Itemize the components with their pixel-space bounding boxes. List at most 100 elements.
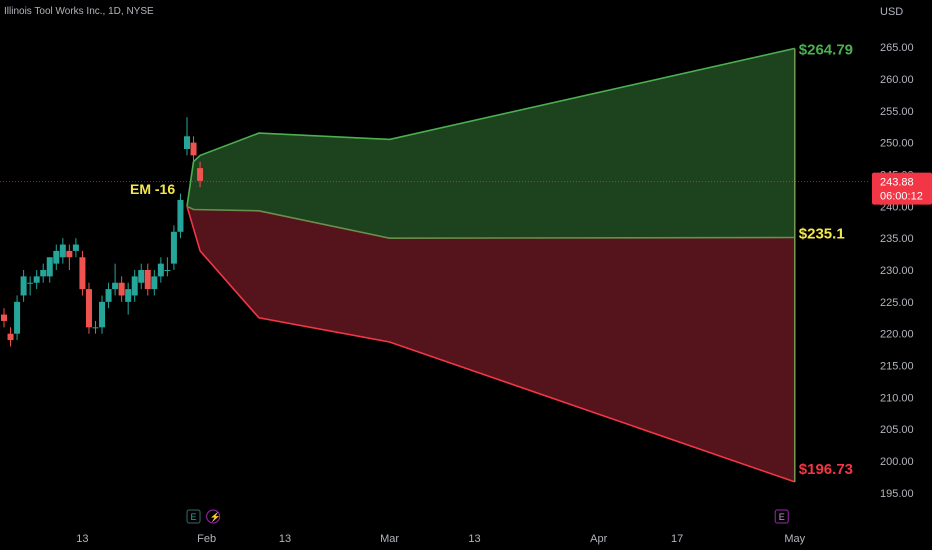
candle: [177, 193, 184, 239]
candle-body: [79, 257, 86, 290]
candle: [164, 257, 171, 277]
candle-body: [46, 257, 53, 277]
candle-body: [40, 270, 47, 277]
candle: [79, 250, 86, 296]
x-tick-label: 13: [468, 533, 480, 545]
y-tick-label: 210.00: [880, 392, 914, 404]
x-tick-label: 13: [76, 533, 88, 545]
candle-body: [33, 276, 40, 283]
candle: [1, 308, 7, 328]
svg-text:⚡: ⚡: [210, 511, 221, 523]
candle-body: [183, 136, 190, 149]
expected-move-layer: [186, 47, 796, 483]
candle: [14, 295, 21, 341]
candle-body: [105, 289, 112, 302]
candle-body: [125, 289, 132, 302]
last-price-value: 243.88: [880, 177, 914, 189]
y-tick-label: 215.00: [880, 361, 914, 373]
candle: [85, 282, 92, 334]
candle-body: [170, 231, 177, 264]
candle: [46, 257, 53, 283]
candle: [197, 161, 204, 188]
candle: [170, 225, 177, 270]
candle: [183, 117, 190, 156]
y-tick-label: 235.00: [880, 233, 914, 245]
candle-body: [131, 276, 138, 296]
candle: [112, 263, 119, 296]
y-tick-label: 255.00: [880, 106, 914, 118]
candle: [27, 276, 34, 296]
candle: [157, 257, 164, 283]
svg-text:E: E: [191, 512, 197, 522]
future-earnings-event-icon[interactable]: E: [774, 509, 789, 524]
candle: [99, 295, 106, 334]
candle: [144, 263, 151, 296]
x-tick-label: Feb: [197, 533, 216, 545]
y-tick-label: 250.00: [880, 138, 914, 150]
upside-expected-move-band: [187, 48, 795, 239]
candle-body: [164, 270, 171, 271]
y-tick-label: 225.00: [880, 297, 914, 309]
lower-target-label: $196.73: [799, 461, 853, 478]
candle-body: [85, 289, 92, 328]
candlestick-series: [1, 117, 204, 347]
candle-body: [92, 327, 99, 329]
y-tick-label: 260.00: [880, 74, 914, 86]
x-tick-label: Mar: [380, 533, 399, 545]
candle-body: [144, 270, 151, 290]
candle-body: [14, 301, 21, 334]
downside-expected-move-band: [187, 206, 795, 482]
y-axis: 195.00 200.00 205.00 210.00 215.00 220.00 225.…: [880, 42, 914, 500]
x-tick-label: 17: [671, 533, 683, 545]
x-tick-label: May: [784, 533, 805, 545]
em-label: EM -16: [130, 181, 175, 197]
x-tick-label: Apr: [590, 533, 607, 545]
candle: [190, 136, 197, 162]
symbol-title: Illinois Tool Works Inc., 1D, NYSE: [4, 6, 154, 17]
y-tick-label: 205.00: [880, 424, 914, 436]
candle-body: [197, 168, 204, 181]
candle-body: [177, 199, 184, 232]
candle-body: [72, 244, 79, 251]
earnings-event-icon[interactable]: E: [186, 509, 201, 524]
y-tick-label: 230.00: [880, 265, 914, 277]
candle-body: [157, 263, 164, 277]
candle: [138, 263, 145, 290]
upper-bound-line: [186, 47, 795, 207]
candle: [72, 238, 79, 258]
lower-bound-line: [186, 206, 796, 483]
y-tick-label: 195.00: [880, 488, 914, 500]
candle-body: [20, 276, 27, 296]
candle: [125, 282, 132, 315]
event-markers: E ⚡ E: [186, 509, 789, 524]
currency-label: USD: [880, 6, 903, 18]
candle-body: [118, 282, 125, 296]
bar-countdown: 06:00:12: [880, 191, 923, 203]
x-axis: 13 Feb 13 Mar 13 Apr 17 May: [76, 533, 805, 545]
svg-text:E: E: [779, 512, 785, 522]
x-tick-label: 13: [279, 533, 291, 545]
candle: [105, 282, 112, 309]
candle-body: [151, 276, 158, 290]
candle: [40, 263, 47, 283]
candle-body: [27, 282, 34, 284]
candle: [7, 327, 14, 347]
last-price-tag: 243.88 06:00:12: [872, 172, 932, 205]
candle: [151, 270, 158, 296]
candle: [131, 270, 138, 302]
y-tick-label: 220.00: [880, 329, 914, 341]
candle: [20, 270, 27, 302]
candle: [66, 244, 73, 270]
upper-target-label: $264.79: [799, 41, 853, 58]
candle-body: [99, 301, 106, 328]
y-tick-label: 265.00: [880, 42, 914, 54]
candle-body: [66, 250, 73, 258]
candle: [118, 276, 125, 302]
candle-body: [190, 142, 197, 156]
mid-target-label: $235.1: [799, 226, 845, 243]
split-event-icon[interactable]: ⚡: [206, 509, 221, 524]
candle-body: [53, 250, 60, 264]
y-tick-label: 200.00: [880, 456, 914, 468]
candle-body: [112, 282, 119, 290]
